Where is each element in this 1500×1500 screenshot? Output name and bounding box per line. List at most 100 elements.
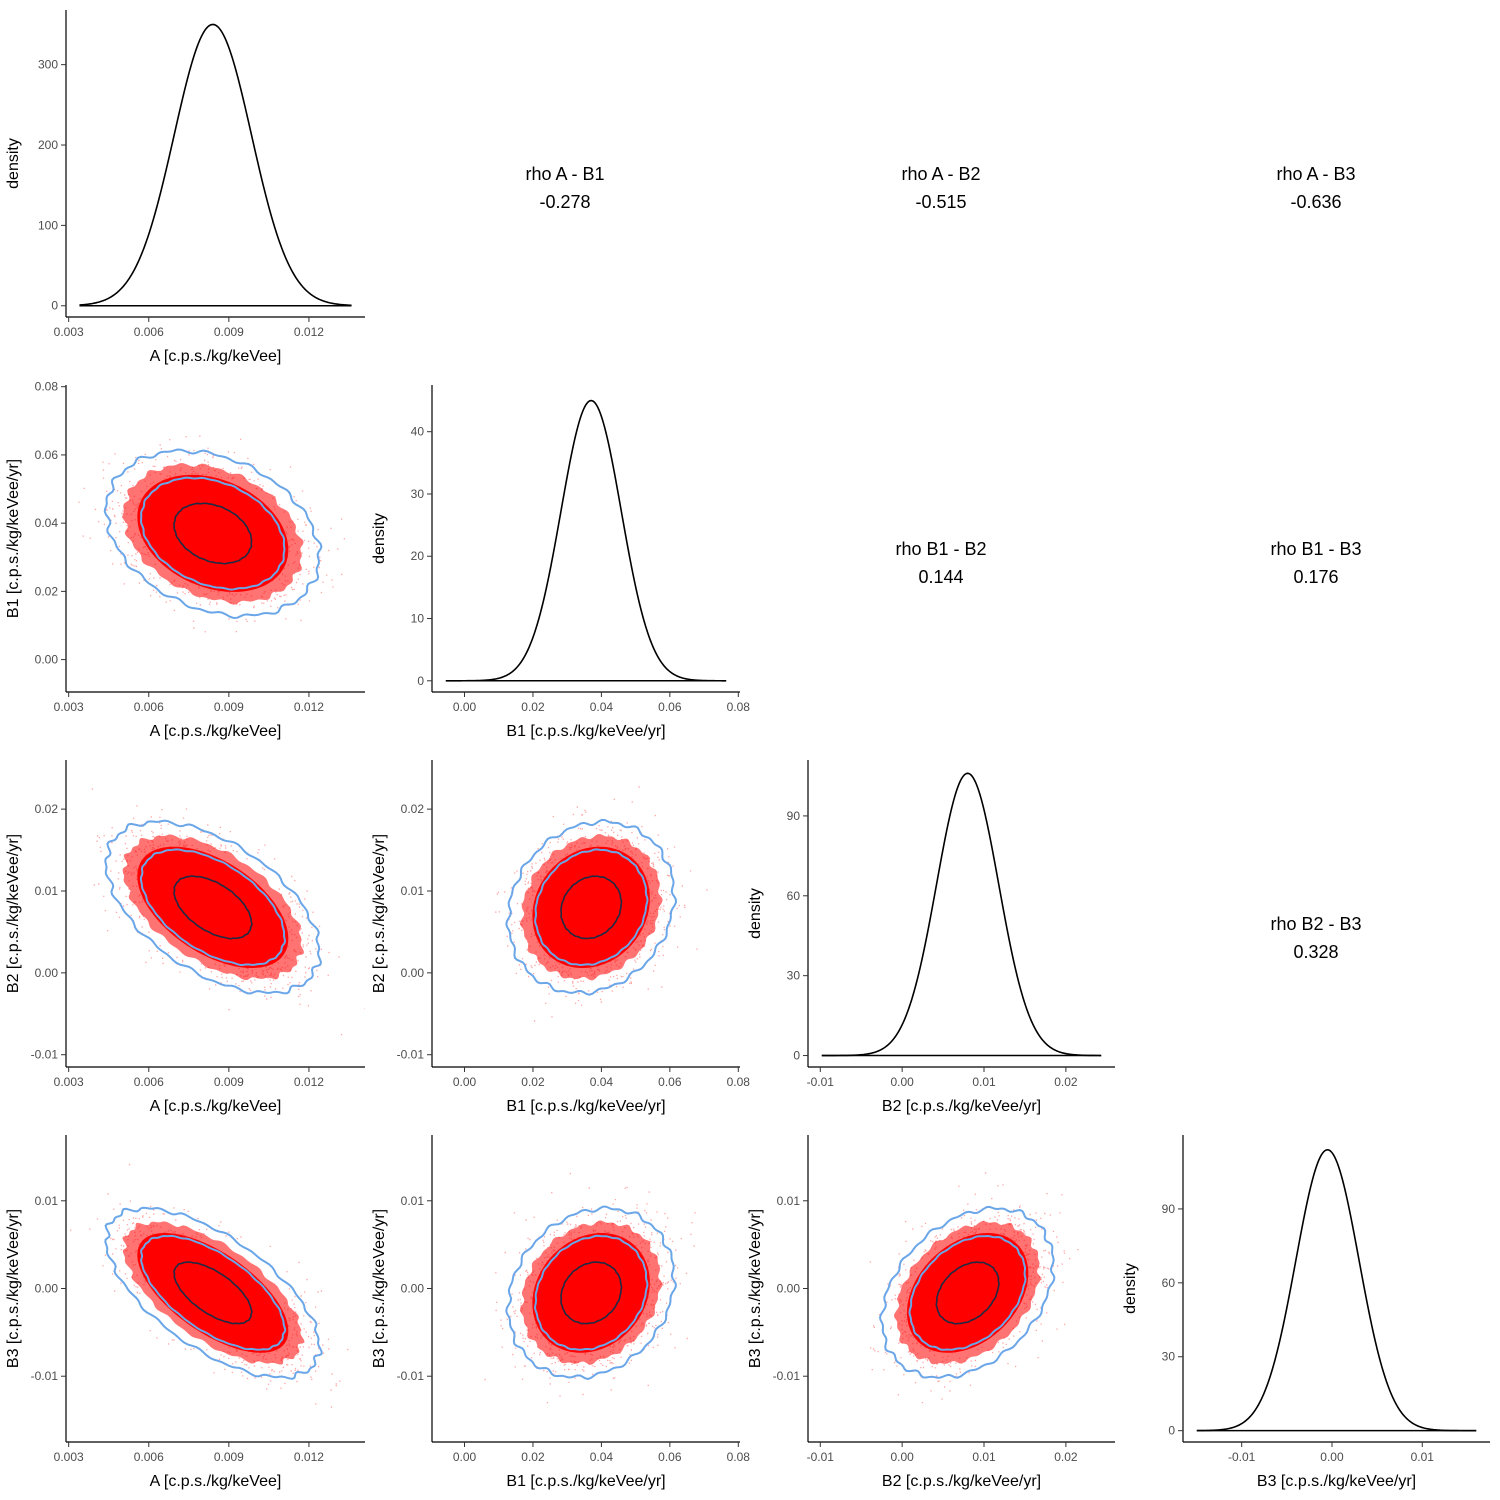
correlation-value: 0.176	[1293, 567, 1338, 587]
x-tick-label: 0.08	[727, 1075, 751, 1089]
scatter-dense-core	[532, 1233, 650, 1353]
contour-3sigma	[878, 1205, 1056, 1379]
y-tick-label: 20	[411, 549, 425, 563]
contour-1sigma	[173, 502, 253, 565]
y-tick-label: -0.01	[773, 1369, 801, 1383]
x-tick-label: 0.003	[54, 325, 84, 339]
y-tick-label: -0.01	[31, 1369, 59, 1383]
y-tick-label: 0.02	[401, 802, 425, 816]
x-tick-label: 0.009	[214, 1075, 244, 1089]
y-tick-label: 0.00	[35, 653, 59, 667]
y-tick-label: -0.01	[397, 1048, 425, 1062]
y-tick-label: 0.06	[35, 448, 59, 462]
y-axis-title: density	[371, 513, 388, 564]
correlation-panel-A-B1: rho A - B1 -0.278	[525, 164, 604, 212]
contour-2sigma	[534, 1234, 649, 1351]
x-tick-label: 0.04	[590, 1450, 614, 1464]
y-tick-label: 0.01	[35, 1194, 59, 1208]
contour-3sigma	[505, 818, 677, 996]
x-axis-title: A [c.p.s./kg/keVee]	[150, 1473, 282, 1490]
x-tick-label: 0.08	[727, 1450, 751, 1464]
y-tick-label: 0.00	[401, 1282, 425, 1296]
density-panel-B1: 0.00 0.02 0.04 0.06 0.08 B1 [c.p.s./kg/keVee/…	[371, 385, 750, 740]
density-curve-B2	[821, 772, 1102, 1057]
y-tick-label: 0.00	[777, 1282, 801, 1296]
x-tick-label: 0.06	[658, 700, 682, 714]
x-tick-label: 0.012	[294, 325, 324, 339]
correlation-panel-A-B2: rho A - B2 -0.515	[901, 164, 980, 212]
x-tick-label: 0.02	[1054, 1450, 1078, 1464]
y-tick-label: 90	[1162, 1202, 1176, 1216]
x-tick-label: 0.01	[972, 1075, 996, 1089]
correlation-panel-B1-B3: rho B1 - B3 0.176	[1270, 539, 1361, 587]
x-tick-label: 0.00	[453, 1075, 477, 1089]
x-axis-title: B2 [c.p.s./kg/keVee/yr]	[882, 1098, 1041, 1115]
contour-1sigma	[173, 1261, 253, 1325]
y-tick-label: 0	[793, 1049, 800, 1063]
y-tick-label: 30	[787, 969, 801, 983]
scatter-panel-B2-vs-B1: 0.00 0.02 0.04 0.06 0.08 B1 [c.p.s./kg/keVee/…	[371, 760, 750, 1115]
y-tick-label: 40	[411, 425, 425, 439]
scatter-points	[78, 435, 345, 633]
x-tick-label: 0.06	[658, 1450, 682, 1464]
y-tick-label: 30	[411, 487, 425, 501]
x-tick-label: 0.04	[590, 1075, 614, 1089]
x-tick-label: 0.009	[214, 1450, 244, 1464]
y-axis-title: B3 [c.p.s./kg/keVee/yr]	[747, 1209, 764, 1368]
contour-3sigma	[103, 448, 323, 620]
correlation-label: rho B1 - B2	[895, 539, 986, 559]
x-tick-label: 0.006	[134, 325, 164, 339]
x-tick-label: 0.012	[294, 1075, 324, 1089]
x-tick-label: 0.012	[294, 1450, 324, 1464]
x-tick-label: 0.01	[1411, 1450, 1435, 1464]
y-tick-label: 30	[1162, 1350, 1176, 1364]
scatter-dense-core	[137, 1233, 289, 1353]
y-tick-label: -0.01	[397, 1369, 425, 1383]
x-tick-label: 0.02	[521, 700, 545, 714]
correlation-value: -0.636	[1290, 192, 1341, 212]
scatter-dense-core	[137, 474, 289, 592]
scatter-panel-B2-vs-A: 0.003 0.006 0.009 0.012 A [c.p.s./kg/keVee] -…	[5, 760, 365, 1115]
correlation-value: 0.144	[918, 567, 963, 587]
correlation-panel-B2-B3: rho B2 - B3 0.328	[1270, 914, 1361, 962]
contour-2sigma	[139, 848, 286, 966]
y-tick-label: 0.01	[35, 884, 59, 898]
contour-3sigma	[505, 1205, 677, 1380]
scatter-dense-core	[532, 846, 650, 969]
y-tick-label: 0.08	[35, 380, 59, 394]
density-curve-B1	[445, 399, 727, 682]
correlation-label: rho A - B1	[525, 164, 604, 184]
x-tick-label: -0.01	[807, 1075, 835, 1089]
correlation-label: rho A - B3	[1276, 164, 1355, 184]
contour-1sigma	[560, 875, 623, 940]
x-tick-label: 0.00	[1320, 1450, 1344, 1464]
y-tick-label: 0.01	[401, 884, 425, 898]
density-panel-A: 0.003 0.006 0.009 0.012 A [c.p.s./kg/keVee] 0…	[5, 10, 365, 365]
density-panel-B2: -0.01 0.00 0.01 0.02 B2 [c.p.s./kg/keVee/yr]…	[747, 760, 1115, 1115]
x-tick-label: 0.04	[590, 700, 614, 714]
x-tick-label: 0.02	[521, 1075, 545, 1089]
correlation-value: -0.278	[539, 192, 590, 212]
x-tick-label: 0.01	[972, 1450, 996, 1464]
x-axis-title: B1 [c.p.s./kg/keVee/yr]	[506, 1098, 665, 1115]
scatter-points	[70, 1163, 349, 1408]
y-tick-label: 0.00	[35, 966, 59, 980]
density-curve-B3	[1196, 1148, 1477, 1432]
x-tick-label: 0.003	[54, 700, 84, 714]
correlation-value: -0.515	[915, 192, 966, 212]
y-tick-label: 90	[787, 809, 801, 823]
contour-1sigma	[935, 1261, 1000, 1325]
y-tick-label: 60	[1162, 1276, 1176, 1290]
y-tick-label: 0.02	[35, 584, 59, 598]
x-tick-label: -0.01	[807, 1450, 835, 1464]
y-axis-title: B2 [c.p.s./kg/keVee/yr]	[371, 834, 388, 993]
density-curve-A	[79, 23, 352, 307]
scatter-points	[869, 1172, 1079, 1404]
y-tick-label: 10	[411, 612, 425, 626]
y-axis-title: density	[5, 138, 22, 189]
contour-1sigma	[173, 875, 253, 940]
contour-2sigma	[140, 1234, 287, 1351]
y-tick-label: 0.02	[35, 802, 59, 816]
x-tick-label: 0.012	[294, 700, 324, 714]
y-tick-label: 0.04	[35, 516, 59, 530]
